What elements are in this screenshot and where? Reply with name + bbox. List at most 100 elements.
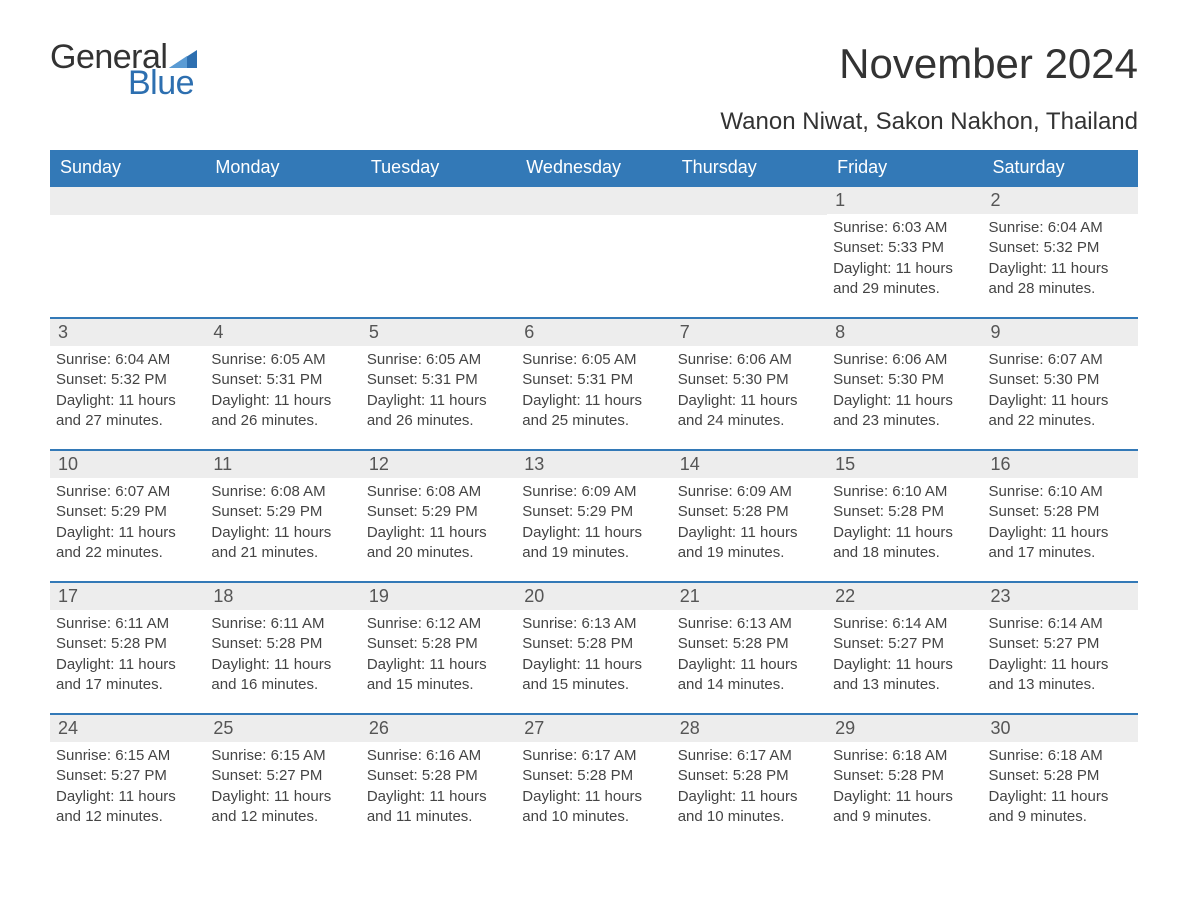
day-body: Sunrise: 6:04 AMSunset: 5:32 PMDaylight:…: [50, 346, 205, 435]
day-cell: 1Sunrise: 6:03 AMSunset: 5:33 PMDaylight…: [827, 187, 982, 317]
day-cell: 11Sunrise: 6:08 AMSunset: 5:29 PMDayligh…: [205, 451, 360, 581]
day-cell: 14Sunrise: 6:09 AMSunset: 5:28 PMDayligh…: [672, 451, 827, 581]
daylight-line: Daylight: 11 hours and 20 minutes.: [367, 523, 510, 564]
sunrise-line: Sunrise: 6:14 AM: [833, 614, 976, 634]
daylight-line: Daylight: 11 hours and 10 minutes.: [678, 787, 821, 828]
day-body: Sunrise: 6:18 AMSunset: 5:28 PMDaylight:…: [827, 742, 982, 831]
day-cell: 13Sunrise: 6:09 AMSunset: 5:29 PMDayligh…: [516, 451, 671, 581]
day-body: Sunrise: 6:12 AMSunset: 5:28 PMDaylight:…: [361, 610, 516, 699]
weekday-header: Monday: [205, 150, 360, 185]
header: General Blue November 2024: [50, 40, 1138, 100]
daylight-line: Daylight: 11 hours and 21 minutes.: [211, 523, 354, 564]
day-body: Sunrise: 6:15 AMSunset: 5:27 PMDaylight:…: [205, 742, 360, 831]
sunrise-line: Sunrise: 6:05 AM: [367, 350, 510, 370]
day-body: Sunrise: 6:18 AMSunset: 5:28 PMDaylight:…: [983, 742, 1138, 831]
day-number: [205, 187, 360, 215]
day-cell: 2Sunrise: 6:04 AMSunset: 5:32 PMDaylight…: [983, 187, 1138, 317]
day-cell: 17Sunrise: 6:11 AMSunset: 5:28 PMDayligh…: [50, 583, 205, 713]
day-number: 19: [361, 583, 516, 610]
sunrise-line: Sunrise: 6:06 AM: [678, 350, 821, 370]
day-cell: 15Sunrise: 6:10 AMSunset: 5:28 PMDayligh…: [827, 451, 982, 581]
day-cell: 3Sunrise: 6:04 AMSunset: 5:32 PMDaylight…: [50, 319, 205, 449]
sunrise-line: Sunrise: 6:17 AM: [522, 746, 665, 766]
day-cell: 27Sunrise: 6:17 AMSunset: 5:28 PMDayligh…: [516, 715, 671, 845]
day-body: Sunrise: 6:10 AMSunset: 5:28 PMDaylight:…: [827, 478, 982, 567]
day-number: 22: [827, 583, 982, 610]
week-row: 17Sunrise: 6:11 AMSunset: 5:28 PMDayligh…: [50, 581, 1138, 713]
weekday-header: Thursday: [672, 150, 827, 185]
day-cell: 10Sunrise: 6:07 AMSunset: 5:29 PMDayligh…: [50, 451, 205, 581]
day-body: Sunrise: 6:15 AMSunset: 5:27 PMDaylight:…: [50, 742, 205, 831]
day-number: 30: [983, 715, 1138, 742]
day-cell: [205, 187, 360, 317]
day-cell: 29Sunrise: 6:18 AMSunset: 5:28 PMDayligh…: [827, 715, 982, 845]
day-body: Sunrise: 6:08 AMSunset: 5:29 PMDaylight:…: [205, 478, 360, 567]
day-body: Sunrise: 6:07 AMSunset: 5:30 PMDaylight:…: [983, 346, 1138, 435]
day-body: Sunrise: 6:03 AMSunset: 5:33 PMDaylight:…: [827, 214, 982, 303]
sunset-line: Sunset: 5:28 PM: [211, 634, 354, 654]
daylight-line: Daylight: 11 hours and 22 minutes.: [989, 391, 1132, 432]
day-number: 18: [205, 583, 360, 610]
sunset-line: Sunset: 5:30 PM: [833, 370, 976, 390]
day-cell: 19Sunrise: 6:12 AMSunset: 5:28 PMDayligh…: [361, 583, 516, 713]
day-number: 25: [205, 715, 360, 742]
day-cell: 16Sunrise: 6:10 AMSunset: 5:28 PMDayligh…: [983, 451, 1138, 581]
day-cell: [50, 187, 205, 317]
day-number: 13: [516, 451, 671, 478]
weekday-header: Saturday: [983, 150, 1138, 185]
sunset-line: Sunset: 5:28 PM: [56, 634, 199, 654]
day-number: [361, 187, 516, 215]
day-cell: 18Sunrise: 6:11 AMSunset: 5:28 PMDayligh…: [205, 583, 360, 713]
sunrise-line: Sunrise: 6:11 AM: [211, 614, 354, 634]
sunrise-line: Sunrise: 6:04 AM: [989, 218, 1132, 238]
sunrise-line: Sunrise: 6:15 AM: [56, 746, 199, 766]
sunset-line: Sunset: 5:28 PM: [678, 502, 821, 522]
sunset-line: Sunset: 5:28 PM: [678, 766, 821, 786]
day-body: Sunrise: 6:05 AMSunset: 5:31 PMDaylight:…: [516, 346, 671, 435]
sunrise-line: Sunrise: 6:11 AM: [56, 614, 199, 634]
sunrise-line: Sunrise: 6:09 AM: [522, 482, 665, 502]
sunrise-line: Sunrise: 6:09 AM: [678, 482, 821, 502]
daylight-line: Daylight: 11 hours and 11 minutes.: [367, 787, 510, 828]
day-cell: 4Sunrise: 6:05 AMSunset: 5:31 PMDaylight…: [205, 319, 360, 449]
daylight-line: Daylight: 11 hours and 17 minutes.: [989, 523, 1132, 564]
day-number: [516, 187, 671, 215]
day-cell: 26Sunrise: 6:16 AMSunset: 5:28 PMDayligh…: [361, 715, 516, 845]
sunrise-line: Sunrise: 6:04 AM: [56, 350, 199, 370]
sunset-line: Sunset: 5:30 PM: [989, 370, 1132, 390]
sunrise-line: Sunrise: 6:10 AM: [833, 482, 976, 502]
day-body: Sunrise: 6:08 AMSunset: 5:29 PMDaylight:…: [361, 478, 516, 567]
daylight-line: Daylight: 11 hours and 15 minutes.: [522, 655, 665, 696]
sunrise-line: Sunrise: 6:06 AM: [833, 350, 976, 370]
day-body: Sunrise: 6:09 AMSunset: 5:28 PMDaylight:…: [672, 478, 827, 567]
page-title: November 2024: [839, 40, 1138, 88]
day-body: Sunrise: 6:16 AMSunset: 5:28 PMDaylight:…: [361, 742, 516, 831]
sunrise-line: Sunrise: 6:17 AM: [678, 746, 821, 766]
daylight-line: Daylight: 11 hours and 27 minutes.: [56, 391, 199, 432]
day-body: Sunrise: 6:17 AMSunset: 5:28 PMDaylight:…: [516, 742, 671, 831]
day-body: Sunrise: 6:09 AMSunset: 5:29 PMDaylight:…: [516, 478, 671, 567]
sunrise-line: Sunrise: 6:15 AM: [211, 746, 354, 766]
sunrise-line: Sunrise: 6:18 AM: [989, 746, 1132, 766]
sunrise-line: Sunrise: 6:18 AM: [833, 746, 976, 766]
day-cell: 12Sunrise: 6:08 AMSunset: 5:29 PMDayligh…: [361, 451, 516, 581]
sunset-line: Sunset: 5:28 PM: [833, 502, 976, 522]
calendar-body: 1Sunrise: 6:03 AMSunset: 5:33 PMDaylight…: [50, 185, 1138, 845]
weekday-header-row: SundayMondayTuesdayWednesdayThursdayFrid…: [50, 150, 1138, 185]
daylight-line: Daylight: 11 hours and 14 minutes.: [678, 655, 821, 696]
weekday-header: Sunday: [50, 150, 205, 185]
day-number: 23: [983, 583, 1138, 610]
daylight-line: Daylight: 11 hours and 19 minutes.: [678, 523, 821, 564]
daylight-line: Daylight: 11 hours and 15 minutes.: [367, 655, 510, 696]
day-cell: 21Sunrise: 6:13 AMSunset: 5:28 PMDayligh…: [672, 583, 827, 713]
day-cell: 20Sunrise: 6:13 AMSunset: 5:28 PMDayligh…: [516, 583, 671, 713]
sunrise-line: Sunrise: 6:16 AM: [367, 746, 510, 766]
day-number: 6: [516, 319, 671, 346]
day-number: 27: [516, 715, 671, 742]
sunrise-line: Sunrise: 6:14 AM: [989, 614, 1132, 634]
daylight-line: Daylight: 11 hours and 9 minutes.: [833, 787, 976, 828]
day-cell: 23Sunrise: 6:14 AMSunset: 5:27 PMDayligh…: [983, 583, 1138, 713]
daylight-line: Daylight: 11 hours and 26 minutes.: [367, 391, 510, 432]
sunrise-line: Sunrise: 6:08 AM: [367, 482, 510, 502]
sunrise-line: Sunrise: 6:07 AM: [56, 482, 199, 502]
